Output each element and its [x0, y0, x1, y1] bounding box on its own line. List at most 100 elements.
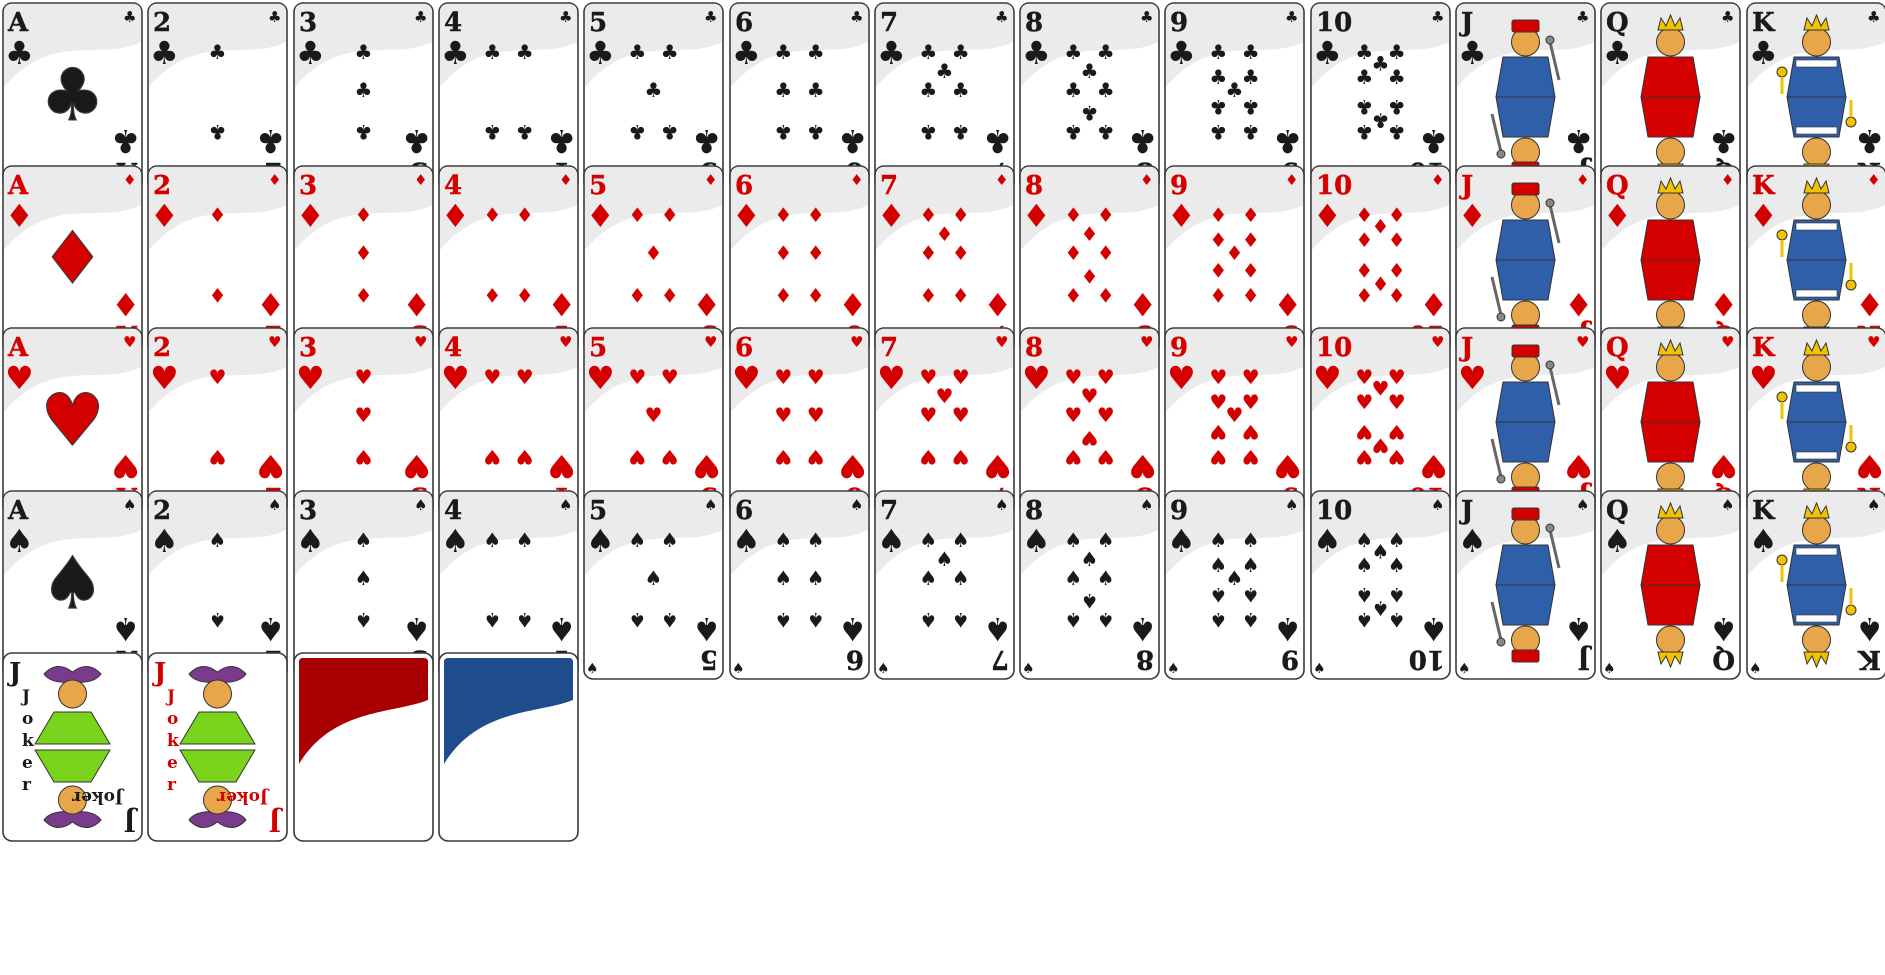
suit-index-top-right: ♦: [414, 171, 427, 189]
suit-pip: ♣: [661, 120, 679, 144]
card-q-of-clubs[interactable]: Q♣♣Q♣♣: [1600, 2, 1742, 192]
card-7-of-hearts[interactable]: 7♥♥7♥♥♥♥♥♥♥♥♥: [873, 327, 1015, 517]
suit-index-bottom-left: ♠: [732, 661, 745, 677]
card-back-red[interactable]: [292, 652, 434, 842]
card-6-of-spades[interactable]: 6 ♠ ♠ 6 ♠ ♠ ♠ ♠ ♠ ♠ ♠ ♠: [728, 489, 870, 680]
suit-pip: ♠: [209, 607, 227, 631]
card-4-of-clubs[interactable]: 4♣♣4♣♣♣♣♣♣: [438, 2, 579, 192]
card-10-of-hearts[interactable]: 10♥♥10♥♥♥♥♥♥♥♥♥♥♥♥: [1309, 327, 1451, 517]
card-10-of-diamonds[interactable]: 10♦♦10♦♦♦♦♦♦♦♦♦♦♦♦: [1309, 164, 1451, 355]
card-2-of-clubs[interactable]: 2♣♣2♣♣♣♣: [147, 2, 289, 192]
card-2-of-diamonds[interactable]: 2♦♦2♦♦♦♦: [147, 164, 289, 355]
card-9-of-clubs[interactable]: 9♣♣9♣♣♣♣♣♣♣♣♣♣♣: [1164, 2, 1306, 192]
card-8-of-diamonds[interactable]: 8♦♦8♦♦♦♦♦♦♦♦♦♦: [1019, 164, 1160, 355]
card-j-of-hearts[interactable]: J♥♥J♥♥: [1455, 327, 1596, 517]
card-a-of-hearts-art: A♥♥A♥♥♥: [2, 327, 143, 517]
suit-pip-glyph: ♠: [354, 528, 372, 552]
card-3-of-clubs[interactable]: 3♣♣3♣♣♣♣♣: [292, 2, 434, 192]
suit-pip-corner-top: ♣: [5, 34, 34, 72]
card-a-of-diamonds[interactable]: A♦♦A♦♦♦: [2, 164, 143, 355]
suit-pip: ♠: [952, 528, 970, 552]
suit-pip-glyph: ♠: [1387, 552, 1405, 576]
card-k-of-spades[interactable]: K ♠ ♠ K ♠ ♠: [1745, 489, 1885, 680]
card-a-of-hearts[interactable]: A♥♥A♥♥♥: [2, 327, 143, 517]
card-6-of-clubs[interactable]: 6♣♣6♣♣♣♣♣♣♣♣: [728, 2, 870, 192]
suit-pip: ♠: [1355, 607, 1373, 631]
court-ermine: [1795, 59, 1837, 68]
card-8-of-spades[interactable]: 8 ♠ ♠ 8 ♠ ♠ ♠ ♠ ♠ ♠ ♠ ♠ ♠ ♠: [1019, 489, 1160, 680]
card-back-blue[interactable]: [438, 652, 579, 842]
suit-index-bottom-left: ♠: [1167, 661, 1180, 677]
suit-pip-corner-top: ♣: [441, 34, 470, 72]
card-9-of-diamonds[interactable]: 9♦♦9♦♦♦♦♦♦♦♦♦♦♦: [1164, 164, 1306, 355]
card-a-of-spades[interactable]: A♠♠A♠♠♠: [2, 489, 143, 680]
suit-pip-corner-top: ♣: [877, 34, 906, 72]
card-4-of-diamonds[interactable]: 4♦♦4♦♦♦♦♦♦: [438, 164, 579, 355]
card-10-of-spades[interactable]: 10 ♠ ♠ 10 ♠ ♠ ♠ ♠ ♠ ♠ ♠ ♠ ♠ ♠ ♠ ♠: [1309, 489, 1451, 680]
card-q-of-spades[interactable]: Q ♠ ♠ Q ♠ ♠: [1600, 489, 1742, 680]
suit-pip: ♠: [1242, 583, 1260, 607]
suit-pip-glyph: ♥: [774, 365, 792, 389]
card-8-of-hearts[interactable]: 8♥♥8♥♥♥♥♥♥♥♥♥♥: [1019, 327, 1160, 517]
rank-index-top: K: [1752, 333, 1776, 363]
suit-pip-glyph: ♥: [209, 445, 227, 469]
card-9-of-spades[interactable]: 9 ♠ ♠ 9 ♠ ♠ ♠ ♠ ♠ ♠ ♠ ♠ ♠ ♠ ♠: [1164, 489, 1306, 680]
suit-pip-glyph: ♠: [354, 607, 372, 631]
suit-pip-glyph: ♣: [1226, 78, 1244, 102]
suit-pip: ♥: [935, 384, 953, 408]
card-q-of-diamonds[interactable]: Q♦♦Q♦♦: [1600, 164, 1742, 355]
card-a-of-clubs-art: A♣♣A♣♣♣: [2, 2, 143, 192]
rank-index-top: J: [1459, 171, 1473, 201]
card-j-of-clubs[interactable]: J♣♣J♣♣: [1455, 2, 1596, 192]
card-a-of-clubs[interactable]: A♣♣A♣♣♣: [2, 2, 143, 192]
suit-pip-corner-top: ♦: [1458, 197, 1487, 235]
suit-pip-large: ♦: [40, 216, 105, 300]
suit-pip: ♦: [645, 241, 663, 265]
card-7-of-clubs[interactable]: 7♣♣7♣♣♣♣♣♣♣♣♣: [873, 2, 1015, 192]
suit-pip: ♥: [1371, 433, 1389, 457]
card-j-of-spades[interactable]: J ♠ ♠ J ♠ ♠: [1455, 489, 1596, 680]
court-orb: [1845, 441, 1857, 453]
joker-hat: [188, 811, 247, 828]
suit-pip: ♣: [483, 120, 501, 144]
card-7-of-spades[interactable]: 7 ♠ ♠ 7 ♠ ♠ ♠ ♠ ♠ ♠ ♠ ♠ ♠: [873, 489, 1015, 680]
rank-index-top: 2: [153, 8, 171, 38]
card-2-of-hearts[interactable]: 2♥♥2♥♥♥♥: [147, 327, 289, 517]
suit-pip-glyph: ♦: [952, 282, 970, 306]
card-k-of-hearts-art: K♥♥K♥♥: [1745, 327, 1885, 517]
card-3-of-spades[interactable]: 3♠♠3♠♠♠♠♠: [292, 489, 434, 680]
card-10-of-clubs[interactable]: 10♣♣10♣♣♣♣♣♣♣♣♣♣♣♣: [1309, 2, 1451, 192]
card-q-of-hearts[interactable]: Q♥♥Q♥♥: [1600, 327, 1742, 517]
card-6-of-hearts[interactable]: 6♥♥6♥♥♥♥♥♥♥♥: [728, 327, 870, 517]
suit-pip-glyph: ♠: [1097, 566, 1115, 590]
suit-pip: ♠: [1371, 596, 1389, 620]
suit-pip: ♥: [483, 445, 501, 469]
card-8-of-clubs[interactable]: 8♣♣8♣♣♣♣♣♣♣♣♣♣: [1019, 2, 1160, 192]
card-k-of-diamonds[interactable]: K♦♦K♦♦: [1745, 164, 1885, 355]
suit-pip-glyph: ♠: [1355, 607, 1373, 631]
card-9-of-hearts[interactable]: 9♥♥9♥♥♥♥♥♥♥♥♥♥♥: [1164, 327, 1306, 517]
suit-pip-corner-bottom-text: ♥: [983, 447, 1012, 485]
suit-pip: ♣: [1387, 95, 1405, 119]
card-j-of-diamonds[interactable]: J♦♦J♦♦: [1455, 164, 1596, 355]
card-k-of-hearts[interactable]: K♥♥K♥♥: [1745, 327, 1885, 517]
card-5-of-hearts[interactable]: 5♥♥5♥♥♥♥♥♥♥: [583, 327, 724, 517]
suit-pip-glyph: ♥: [1210, 365, 1228, 389]
card-3-of-hearts[interactable]: 3♥♥3♥♥♥♥♥: [292, 327, 434, 517]
card-7-of-diamonds[interactable]: 7♦♦7♦♦♦♦♦♦♦♦♦: [873, 164, 1015, 355]
card-8-of-hearts-art: 8♥♥8♥♥♥♥♥♥♥♥♥♥: [1019, 327, 1160, 517]
suit-pip-glyph: ♣: [1064, 40, 1082, 64]
card-2-of-spades[interactable]: 2♠♠2♠♠♠♠: [147, 489, 289, 680]
card-5-of-clubs[interactable]: 5♣♣5♣♣♣♣♣♣♣: [583, 2, 724, 192]
card-4-of-spades[interactable]: 4♠♠4♠♠♠♠♠♠: [438, 489, 579, 680]
suit-pip-glyph: ♣: [354, 120, 372, 144]
card-3-of-diamonds[interactable]: 3♦♦3♦♦♦♦♦: [292, 164, 434, 355]
card-5-of-diamonds[interactable]: 5♦♦5♦♦♦♦♦♦♦: [583, 164, 724, 355]
card-6-of-diamonds[interactable]: 6♦♦6♦♦♦♦♦♦♦♦: [728, 164, 870, 355]
card-k-of-clubs[interactable]: K♣♣K♣♣: [1745, 2, 1885, 192]
card-4-of-hearts[interactable]: 4♥♥4♥♥♥♥♥♥: [438, 327, 579, 517]
card-5-of-spades[interactable]: 5 ♠ ♠ 5 ♠ ♠ ♠ ♠ ♠ ♠ ♠: [583, 489, 724, 680]
joker-rank-bottom-text: J: [269, 806, 283, 836]
